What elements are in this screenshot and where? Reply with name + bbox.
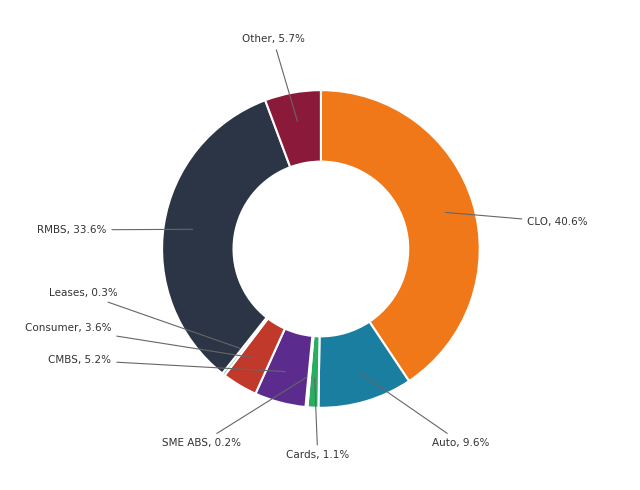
Text: CLO, 40.6%: CLO, 40.6% <box>445 212 588 227</box>
Text: Cards, 1.1%: Cards, 1.1% <box>286 379 349 461</box>
Text: SME ABS, 0.2%: SME ABS, 0.2% <box>163 377 307 448</box>
Wedge shape <box>222 318 268 375</box>
Text: Other, 5.7%: Other, 5.7% <box>242 34 305 121</box>
Wedge shape <box>321 90 480 381</box>
Wedge shape <box>305 336 314 407</box>
Text: Consumer, 3.6%: Consumer, 3.6% <box>25 323 253 358</box>
Wedge shape <box>162 100 291 373</box>
Text: RMBS, 33.6%: RMBS, 33.6% <box>37 225 193 235</box>
Wedge shape <box>225 318 285 393</box>
Wedge shape <box>318 321 409 408</box>
Wedge shape <box>255 329 312 407</box>
Text: CMBS, 5.2%: CMBS, 5.2% <box>48 355 285 371</box>
Text: Auto, 9.6%: Auto, 9.6% <box>359 372 490 448</box>
Text: Leases, 0.3%: Leases, 0.3% <box>49 289 241 348</box>
Wedge shape <box>265 90 321 167</box>
Wedge shape <box>307 336 319 408</box>
